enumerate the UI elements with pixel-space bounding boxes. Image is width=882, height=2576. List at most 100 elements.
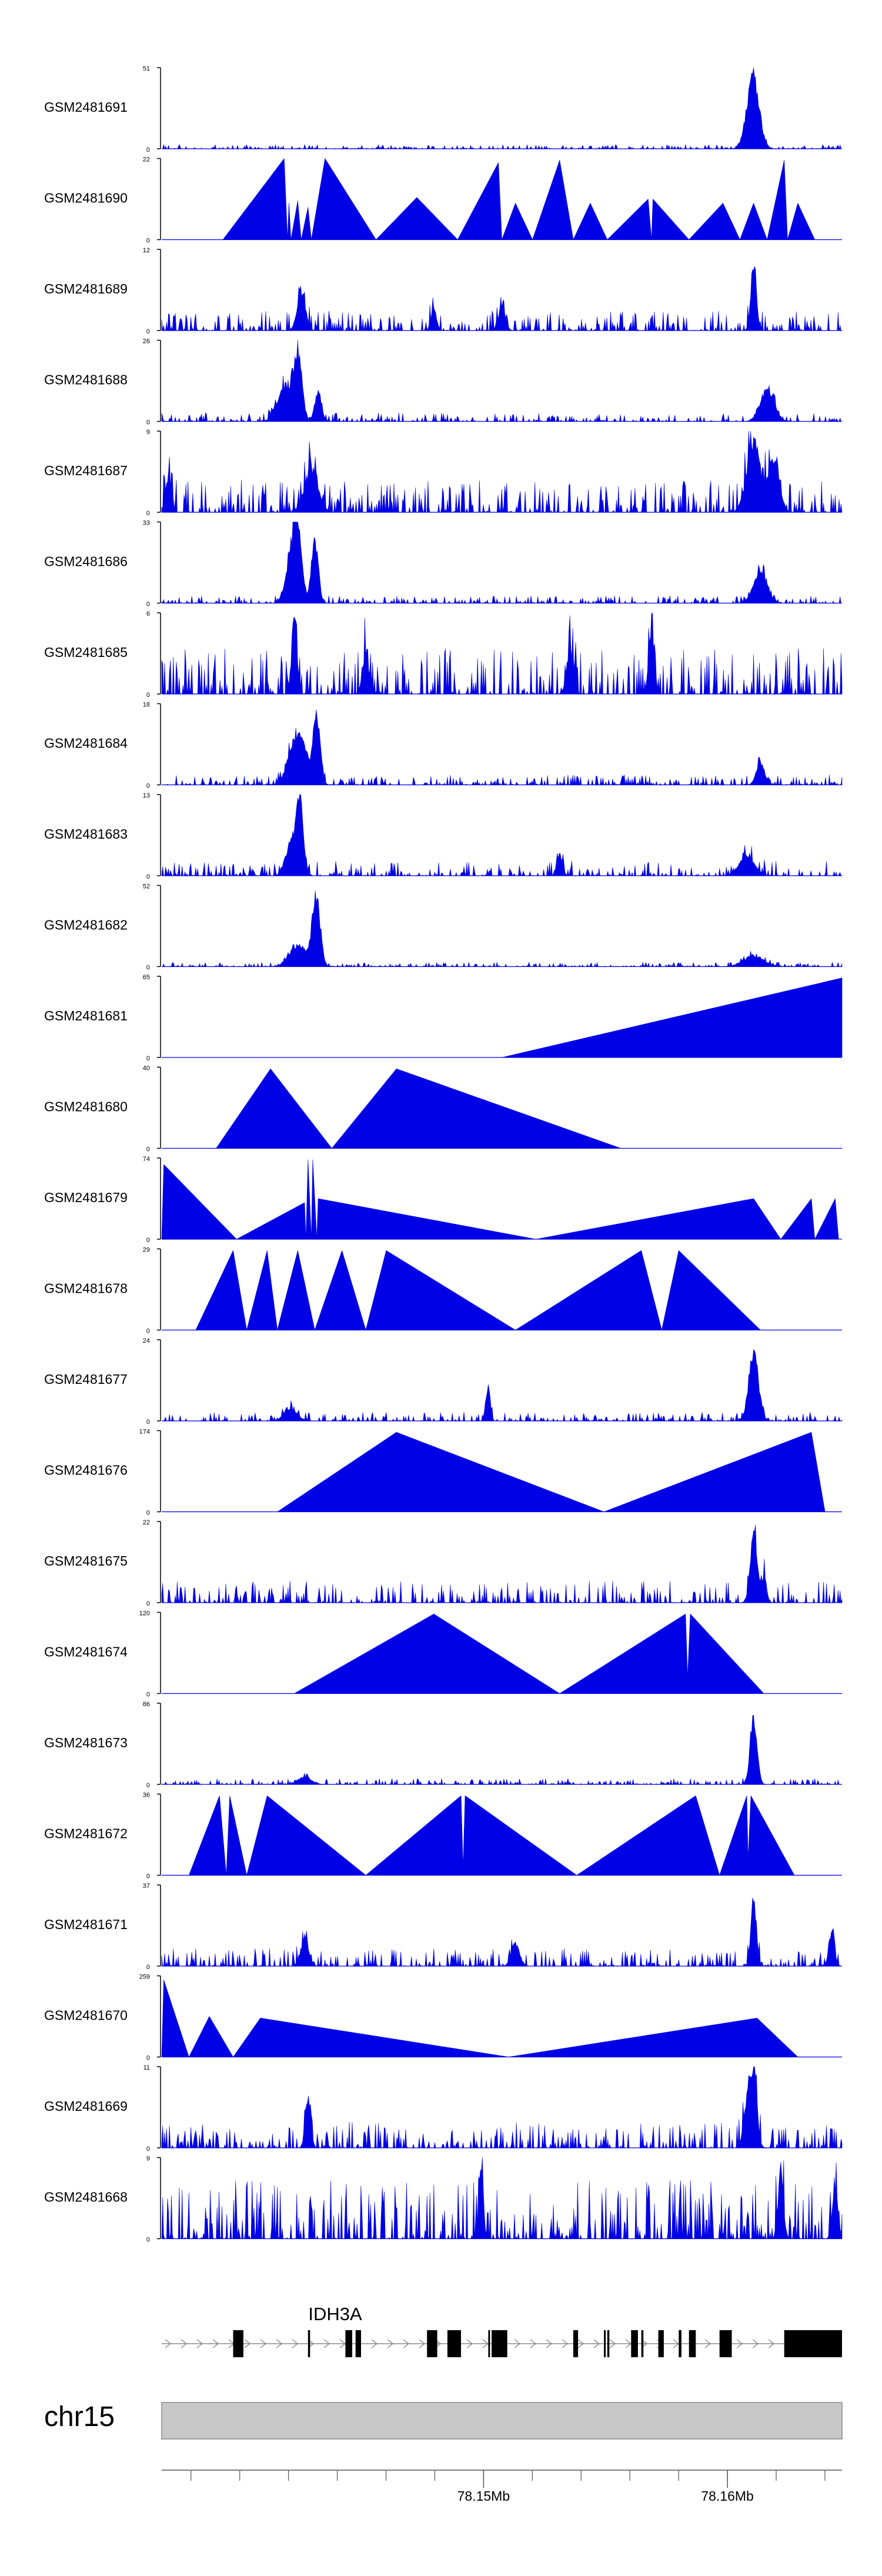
y-axis-zero-label: 0: [146, 783, 150, 790]
y-axis-zero-label: 0: [146, 1146, 150, 1153]
coverage-area: [161, 1897, 843, 1967]
track-GSM2481682: GSM2481682 52 0: [44, 883, 843, 972]
y-axis-zero-label: 0: [146, 692, 150, 699]
gene-name-label: IDH3A: [308, 2304, 362, 2324]
track-GSM2481685: GSM2481685 6 0: [44, 610, 843, 699]
track-GSM2481671: GSM2481671 37 0: [44, 1883, 843, 1971]
track-label: GSM2481676: [44, 1463, 128, 1478]
coverage-area: [161, 1524, 843, 1603]
track-GSM2481687: GSM2481687 9 0: [44, 429, 843, 517]
y-axis-max-label: 12: [143, 247, 150, 254]
y-axis-zero-label: 0: [146, 328, 150, 335]
track-GSM2481689: GSM2481689 12 0: [44, 247, 843, 335]
strand-arrow: [736, 2339, 743, 2348]
strand-arrow: [562, 2339, 569, 2348]
exon: [492, 2330, 507, 2357]
exon: [607, 2330, 610, 2357]
track-GSM2481678: GSM2481678 29 0: [44, 1247, 842, 1335]
strand-arrow: [276, 2339, 283, 2348]
y-axis-zero-label: 0: [146, 965, 150, 972]
coverage-area: [195, 1250, 761, 1330]
track-GSM2481673: GSM2481673 86 0: [44, 1701, 843, 1789]
coverage-area: [161, 1159, 839, 1240]
y-axis-max-label: 6: [146, 610, 150, 618]
y-axis-zero-label: 0: [146, 873, 150, 880]
track-label: GSM2481678: [44, 1281, 128, 1296]
y-axis-max-label: 259: [139, 1974, 150, 1981]
strand-arrow: [625, 2339, 632, 2348]
coverage-area: [161, 794, 843, 876]
exon: [719, 2330, 732, 2357]
track-GSM2481681: GSM2481681 65 0: [44, 974, 843, 1062]
gene-annotation-track: IDH3A: [162, 2304, 842, 2357]
strand-arrow: [768, 2339, 775, 2348]
strand-arrow: [212, 2339, 219, 2348]
y-axis-max-label: 11: [143, 2064, 150, 2071]
strand-arrow: [292, 2339, 299, 2348]
exon: [308, 2330, 310, 2357]
strand-arrow: [546, 2339, 553, 2348]
track-label: GSM2481680: [44, 1099, 128, 1115]
track-GSM2481669: GSM2481669 11 0: [44, 2064, 843, 2153]
strand-arrow: [466, 2339, 473, 2348]
exon: [604, 2330, 606, 2357]
y-axis-zero-label: 0: [146, 419, 150, 426]
y-axis-zero-label: 0: [146, 1328, 150, 1335]
strand-arrow: [181, 2339, 188, 2348]
exon: [447, 2330, 461, 2357]
y-axis-max-label: 36: [143, 1792, 150, 1799]
y-axis-zero-label: 0: [146, 601, 150, 608]
y-axis-max-label: 86: [143, 1701, 150, 1708]
strand-arrow: [482, 2339, 489, 2348]
track-GSM2481683: GSM2481683 13 0: [44, 792, 843, 880]
y-axis-zero-label: 0: [146, 2055, 150, 2062]
track-GSM2481675: GSM2481675 22 0: [44, 1519, 843, 1607]
exon: [641, 2330, 644, 2357]
y-axis-max-label: 29: [143, 1247, 150, 1254]
track-label: GSM2481685: [44, 645, 128, 660]
exon: [573, 2330, 579, 2357]
y-axis-max-label: 37: [143, 1883, 150, 1890]
y-axis-max-label: 174: [139, 1429, 150, 1436]
coverage-area: [294, 1614, 764, 1694]
y-axis-zero-label: 0: [146, 1055, 150, 1062]
strand-arrow: [244, 2339, 251, 2348]
track-label: GSM2481690: [44, 191, 128, 206]
y-axis-zero-label: 0: [146, 238, 150, 245]
track-label: GSM2481669: [44, 2098, 128, 2114]
y-axis-max-label: 33: [143, 520, 150, 527]
track-GSM2481670: GSM2481670 259 0: [44, 1974, 842, 2062]
exon: [689, 2330, 696, 2357]
y-axis-max-label: 22: [143, 156, 150, 163]
coverage-area: [502, 977, 843, 1058]
strand-arrow: [339, 2339, 346, 2348]
coverage-area: [161, 340, 843, 422]
exon: [355, 2330, 361, 2357]
y-axis-zero-label: 0: [146, 1691, 150, 1699]
track-label: GSM2481670: [44, 2008, 128, 2023]
x-axis-tick-label: 78.15Mb: [457, 2488, 510, 2504]
strand-arrow: [387, 2339, 394, 2348]
y-axis-max-label: 74: [143, 1156, 150, 1163]
track-label: GSM2481679: [44, 1190, 128, 1205]
track-GSM2481690: GSM2481690 22 0: [44, 156, 842, 245]
y-axis-zero-label: 0: [146, 1600, 150, 1607]
coverage-area: [161, 1714, 843, 1785]
y-axis-zero-label: 0: [146, 1873, 150, 1880]
track-GSM2481676: GSM2481676 174 0: [44, 1429, 842, 1517]
track-label: GSM2481687: [44, 463, 128, 478]
track-GSM2481688: GSM2481688 26 0: [44, 338, 843, 426]
track-label: GSM2481686: [44, 554, 128, 569]
coverage-area: [216, 1069, 622, 1149]
y-axis-max-label: 13: [143, 792, 150, 799]
coverage-area: [161, 2066, 843, 2148]
track-label: GSM2481688: [44, 372, 128, 388]
track-GSM2481677: GSM2481677 24 0: [44, 1337, 843, 1426]
strand-arrow: [593, 2339, 600, 2348]
coverage-area: [277, 1432, 826, 1512]
exon: [658, 2330, 664, 2357]
coverage-area: [161, 2157, 843, 2239]
y-axis-max-label: 26: [143, 338, 150, 345]
y-axis-max-label: 65: [143, 974, 150, 981]
